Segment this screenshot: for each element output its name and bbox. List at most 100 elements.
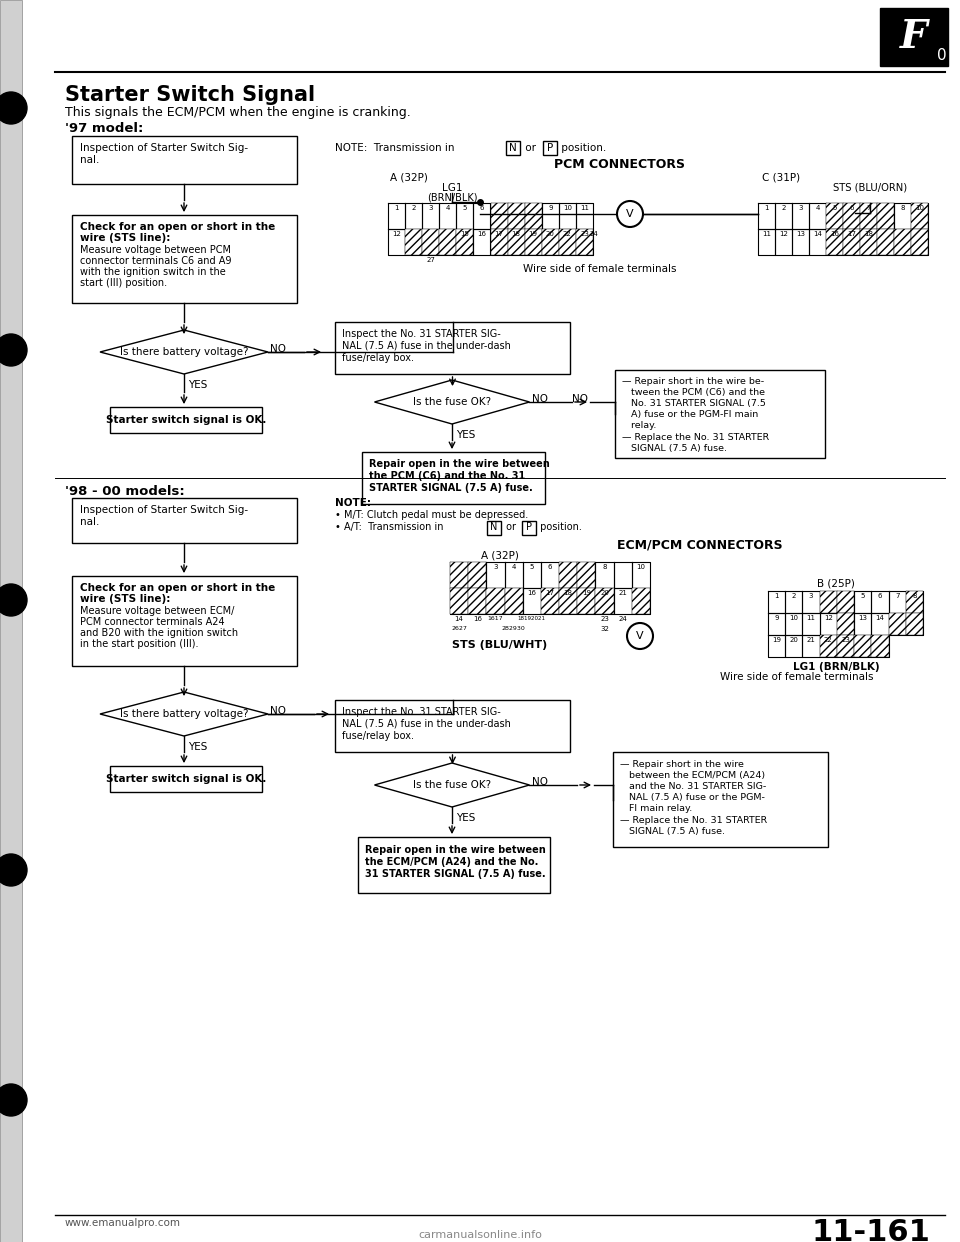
Polygon shape <box>491 202 508 229</box>
Text: — Replace the No. 31 STARTER: — Replace the No. 31 STARTER <box>620 816 767 825</box>
Polygon shape <box>911 229 928 255</box>
Text: YES: YES <box>456 430 475 440</box>
Circle shape <box>617 201 643 227</box>
Circle shape <box>0 92 27 124</box>
Text: STS (BLU/WHT): STS (BLU/WHT) <box>452 640 547 650</box>
Polygon shape <box>595 587 613 614</box>
Text: the PCM (C6) and the No. 31: the PCM (C6) and the No. 31 <box>369 471 525 481</box>
Bar <box>487 520 501 535</box>
Polygon shape <box>843 229 860 255</box>
Text: Measure voltage between ECM/: Measure voltage between ECM/ <box>80 606 234 616</box>
Polygon shape <box>854 635 872 657</box>
Text: Repair open in the wire between: Repair open in the wire between <box>369 460 550 469</box>
Text: 11: 11 <box>806 615 816 621</box>
Circle shape <box>627 623 653 650</box>
Text: 18: 18 <box>512 231 520 237</box>
Text: YES: YES <box>456 814 475 823</box>
Polygon shape <box>576 229 593 255</box>
Polygon shape <box>374 380 530 424</box>
Text: relay.: relay. <box>622 421 657 430</box>
Bar <box>110 766 262 792</box>
Text: between the ECM/PCM (A24): between the ECM/PCM (A24) <box>620 771 765 780</box>
Text: NO: NO <box>532 777 548 787</box>
Text: and B20 with the ignition switch: and B20 with the ignition switch <box>80 628 238 638</box>
Text: Check for an open or short in the: Check for an open or short in the <box>80 582 276 592</box>
Polygon shape <box>820 591 837 614</box>
Text: 0: 0 <box>937 47 947 62</box>
Polygon shape <box>837 614 854 635</box>
Text: 19: 19 <box>772 637 781 643</box>
Text: 27: 27 <box>426 257 435 263</box>
Text: YES: YES <box>188 741 207 751</box>
Polygon shape <box>889 614 906 635</box>
Text: wire (STS line):: wire (STS line): <box>80 233 170 243</box>
Text: 14: 14 <box>813 231 822 237</box>
Text: 5: 5 <box>860 592 865 599</box>
Text: 24: 24 <box>618 616 627 622</box>
Polygon shape <box>540 587 559 614</box>
Bar <box>335 322 570 374</box>
Bar <box>613 751 828 847</box>
Bar <box>358 837 550 893</box>
Text: A (32P): A (32P) <box>390 171 428 183</box>
Text: STS (BLU/ORN): STS (BLU/ORN) <box>833 183 907 193</box>
Text: 5: 5 <box>832 205 837 211</box>
Text: • M/T: Clutch pedal must be depressed.: • M/T: Clutch pedal must be depressed. <box>335 510 528 520</box>
Text: position.: position. <box>537 522 582 532</box>
Text: NAL (7.5 A) fuse in the under-dash: NAL (7.5 A) fuse in the under-dash <box>342 342 511 351</box>
Text: 9: 9 <box>548 205 553 211</box>
Text: 10: 10 <box>789 615 799 621</box>
Text: SIGNAL (7.5 A) fuse.: SIGNAL (7.5 A) fuse. <box>620 827 725 836</box>
Text: 18: 18 <box>864 231 873 237</box>
Text: 6: 6 <box>548 564 552 570</box>
Text: NO: NO <box>572 394 588 404</box>
Text: nal.: nal. <box>80 155 100 165</box>
Text: start (III) position.: start (III) position. <box>80 278 167 288</box>
Polygon shape <box>450 587 468 614</box>
Text: 14: 14 <box>876 615 884 621</box>
Bar <box>506 142 520 155</box>
Polygon shape <box>468 561 487 587</box>
Circle shape <box>0 854 27 886</box>
Text: — Repair short in the wire: — Repair short in the wire <box>620 760 744 769</box>
Text: www.emanualpro.com: www.emanualpro.com <box>65 1218 181 1228</box>
Polygon shape <box>405 229 422 255</box>
Text: NO: NO <box>270 705 286 715</box>
Text: PCM connector terminals A24: PCM connector terminals A24 <box>80 617 225 627</box>
Text: Is there battery voltage?: Is there battery voltage? <box>120 347 249 356</box>
Text: 7: 7 <box>895 592 900 599</box>
Text: PCM CONNECTORS: PCM CONNECTORS <box>555 158 685 171</box>
Polygon shape <box>877 229 894 255</box>
Polygon shape <box>491 229 508 255</box>
Text: B (25P): B (25P) <box>817 578 855 587</box>
Bar <box>72 137 297 184</box>
Polygon shape <box>843 202 860 229</box>
Text: '97 model:: '97 model: <box>65 122 143 135</box>
Text: 16: 16 <box>472 616 482 622</box>
Polygon shape <box>894 229 911 255</box>
Text: V: V <box>626 209 634 219</box>
Circle shape <box>0 334 27 366</box>
Text: 13: 13 <box>796 231 805 237</box>
Text: 23: 23 <box>841 637 850 643</box>
Text: — Repair short in the wire be-: — Repair short in the wire be- <box>622 378 764 386</box>
Bar <box>72 215 297 303</box>
Text: NO: NO <box>532 394 548 404</box>
Text: 13: 13 <box>858 615 867 621</box>
Circle shape <box>0 1084 27 1117</box>
Text: This signals the ECM/PCM when the engine is cranking.: This signals the ECM/PCM when the engine… <box>65 106 411 119</box>
Text: 21: 21 <box>618 590 627 596</box>
Text: 19: 19 <box>529 231 538 237</box>
Text: 23: 23 <box>580 231 588 237</box>
Polygon shape <box>577 587 595 614</box>
Text: 5: 5 <box>463 205 468 211</box>
Polygon shape <box>505 587 523 614</box>
Text: P: P <box>526 522 532 532</box>
Text: 11: 11 <box>580 205 588 211</box>
Polygon shape <box>559 229 576 255</box>
Polygon shape <box>422 229 440 255</box>
Text: Starter switch signal is OK.: Starter switch signal is OK. <box>106 415 266 425</box>
Polygon shape <box>508 229 525 255</box>
Text: connector terminals C6 and A9: connector terminals C6 and A9 <box>80 256 231 266</box>
Bar <box>880 7 948 66</box>
